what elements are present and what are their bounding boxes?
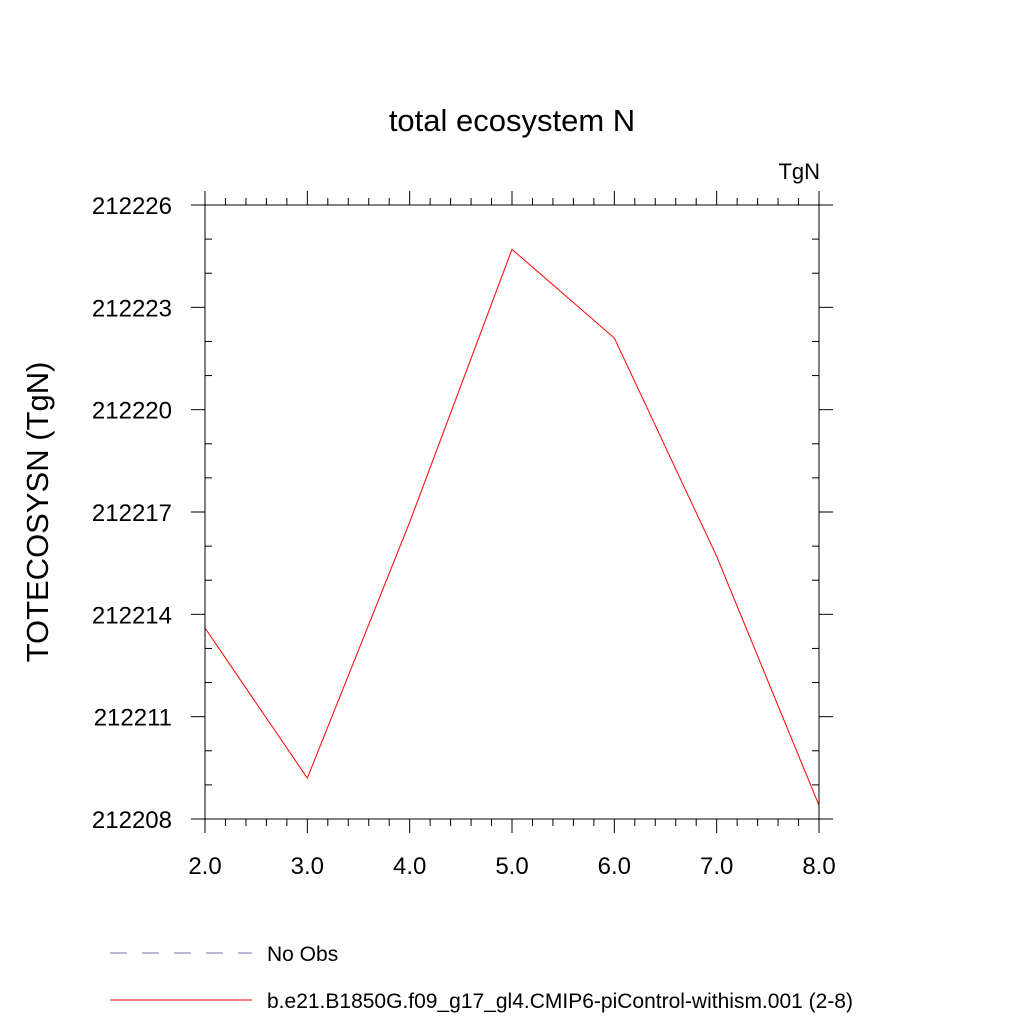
x-tick-label: 8.0 [802, 853, 835, 880]
y-tick-label: 212214 [92, 602, 172, 629]
tick-labels: 2.0 3.0 4.0 5.0 6.0 7.0 8.0 212208 212211 212214 2… [92, 193, 836, 880]
chart-title: total ecosystem N [389, 103, 635, 138]
series-line [204, 248, 820, 806]
x-tick-label: 2.0 [188, 853, 221, 880]
y-tick-label: 212211 [94, 705, 172, 732]
y-tick-label: 212226 [92, 193, 172, 220]
y-tick-label: 212208 [92, 807, 172, 834]
plot-frame [204, 204, 820, 820]
y-axis-label: TOTECOSYSN (TgN) [20, 362, 55, 663]
legend: No Obs b.e21.B1850G.f09_g17_gl4.CMIP6-piC… [110, 943, 853, 1013]
x-tick-label: 3.0 [291, 853, 324, 880]
legend-label: No Obs [267, 943, 338, 966]
x-tick-label: 6.0 [598, 853, 631, 880]
legend-label: b.e21.B1850G.f09_g17_gl4.CMIP6-piControl… [267, 990, 853, 1013]
units-label: TgN [778, 159, 820, 184]
minor-ticks [205, 198, 819, 826]
series-lines [204, 248, 820, 806]
x-tick-label: 7.0 [700, 853, 733, 880]
x-tick-label: 5.0 [495, 853, 528, 880]
y-tick-label: 212220 [92, 398, 172, 425]
y-tick-label: 212223 [92, 295, 172, 322]
y-tick-label: 212217 [92, 500, 172, 527]
major-ticks [191, 191, 833, 833]
x-tick-label: 4.0 [393, 853, 426, 880]
